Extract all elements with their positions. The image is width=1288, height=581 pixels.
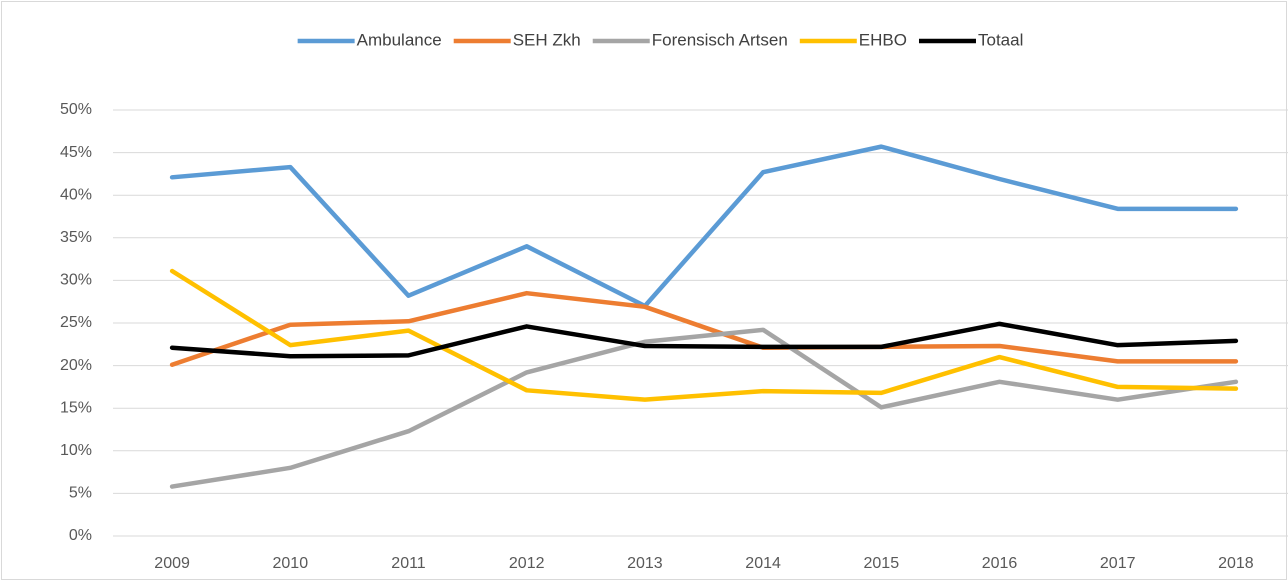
series-line bbox=[169, 327, 1239, 489]
series-line bbox=[169, 321, 1239, 359]
x-tick-label: 2015 bbox=[864, 555, 900, 572]
series-line bbox=[169, 290, 1239, 367]
x-tick-label: 2018 bbox=[1218, 555, 1254, 572]
x-tick-label: 2011 bbox=[391, 555, 426, 572]
legend-label: Totaal bbox=[978, 30, 1023, 49]
legend-label: SEH Zkh bbox=[513, 30, 581, 49]
series-line bbox=[169, 144, 1239, 309]
y-tick-label: 30% bbox=[60, 272, 92, 289]
x-tick-label: 2016 bbox=[982, 555, 1018, 572]
x-tick-label: 2009 bbox=[154, 555, 190, 572]
x-tick-label: 2013 bbox=[627, 555, 663, 572]
series-line bbox=[169, 268, 1239, 402]
x-tick-label: 2014 bbox=[745, 555, 781, 572]
y-tick-label: 10% bbox=[60, 442, 92, 459]
legend: Ambulance SEH Zkh Forensisch Artsen EHBO Tot… bbox=[297, 30, 1023, 49]
y-tick-label: 50% bbox=[60, 101, 92, 118]
legend-label: Ambulance bbox=[357, 30, 442, 49]
y-tick-label: 45% bbox=[60, 144, 92, 161]
y-tick-label: 15% bbox=[60, 399, 92, 416]
y-tick-label: 40% bbox=[60, 186, 92, 203]
y-tick-label: 20% bbox=[60, 357, 92, 374]
y-tick-label: 5% bbox=[69, 485, 92, 502]
x-tick-label: 2010 bbox=[273, 555, 309, 572]
legend-label: Forensisch Artsen bbox=[652, 30, 788, 49]
y-tick-label: 35% bbox=[60, 229, 92, 246]
x-tick-label: 2017 bbox=[1100, 555, 1136, 572]
y-tick-label: 25% bbox=[60, 314, 92, 331]
x-tick-label: 2012 bbox=[509, 555, 545, 572]
legend-label: EHBO bbox=[859, 30, 907, 49]
y-tick-label: 0% bbox=[69, 527, 92, 544]
